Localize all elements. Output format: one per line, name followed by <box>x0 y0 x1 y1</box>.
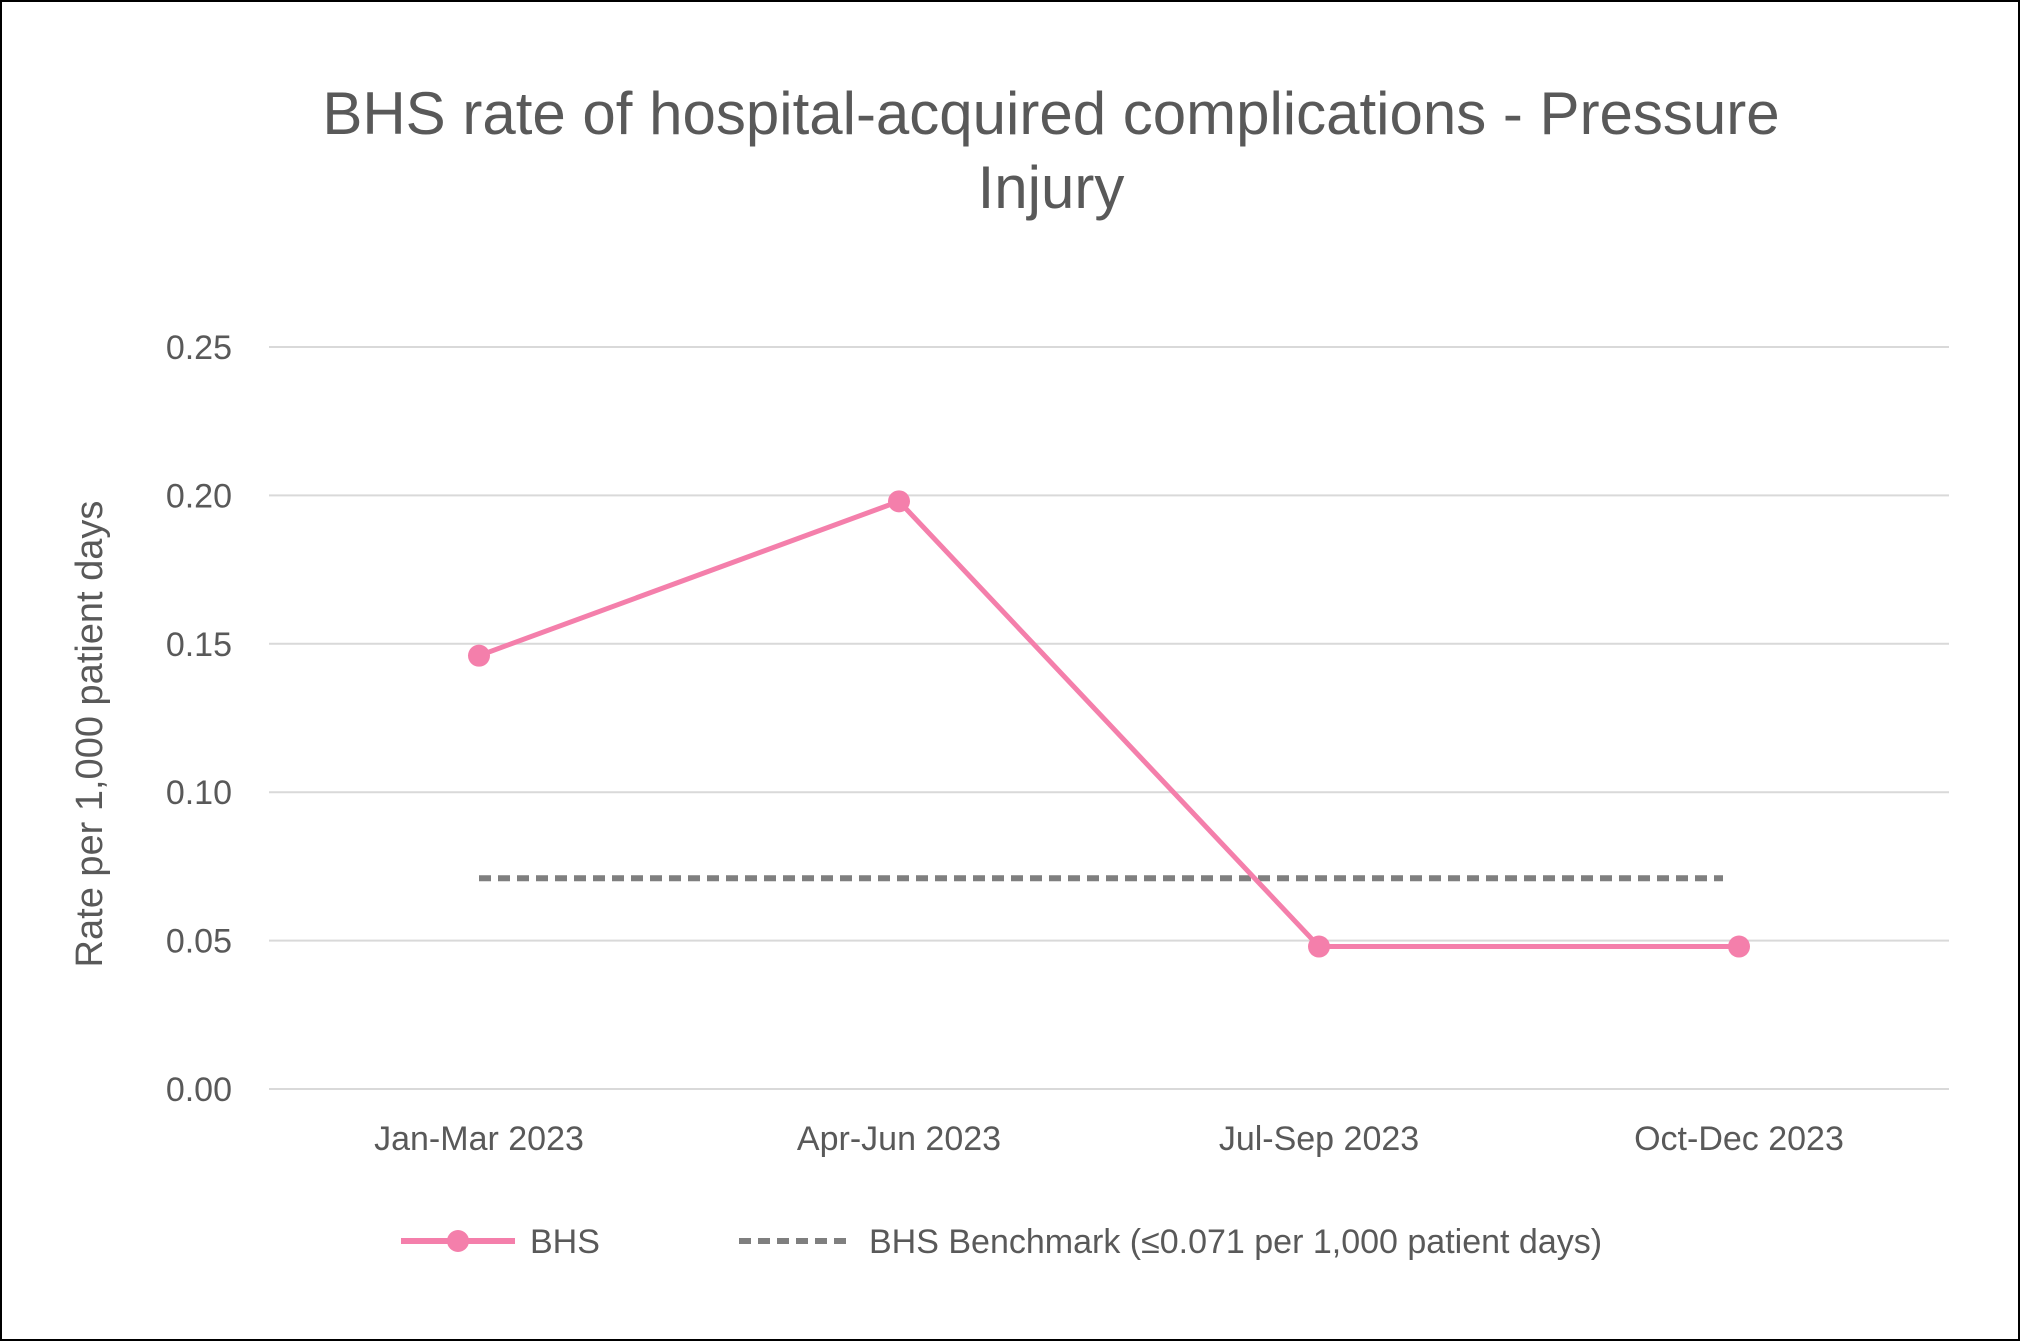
bhs-data-point <box>888 490 910 513</box>
y-tick-label: 0.20 <box>166 477 232 515</box>
x-tick-label: Jan-Mar 2023 <box>374 1120 584 1158</box>
bhs-data-point <box>468 644 490 667</box>
series-bhs-line <box>478 498 1739 950</box>
y-tick-label: 0.25 <box>166 329 232 367</box>
y-tick-label: 0.00 <box>166 1071 232 1109</box>
legend: BHS BHS Benchmark (≤0.071 per 1,000 pati… <box>401 1223 1602 1261</box>
y-tick-label: 0.05 <box>166 923 232 961</box>
legend-bhs-marker <box>447 1230 469 1252</box>
y-tick-label: 0.15 <box>166 626 232 664</box>
bhs-data-point <box>1308 935 1330 958</box>
bhs-data-point <box>1728 935 1750 958</box>
y-tick-label: 0.10 <box>166 774 232 812</box>
x-tick-label: Apr-Jun 2023 <box>797 1120 1001 1158</box>
legend-benchmark-label: BHS Benchmark (≤0.071 per 1,000 patient … <box>869 1223 1602 1261</box>
chart-title-line-2: Injury <box>978 154 1125 221</box>
x-tick-label: Oct-Dec 2023 <box>1634 1120 1844 1158</box>
chart-title-line-1: BHS rate of hospital-acquired complicati… <box>322 80 1779 147</box>
legend-bhs-label: BHS <box>530 1223 600 1261</box>
x-tick-label: Jul-Sep 2023 <box>1219 1120 1419 1158</box>
y-axis-label: Rate per 1,000 patient days <box>69 501 111 968</box>
